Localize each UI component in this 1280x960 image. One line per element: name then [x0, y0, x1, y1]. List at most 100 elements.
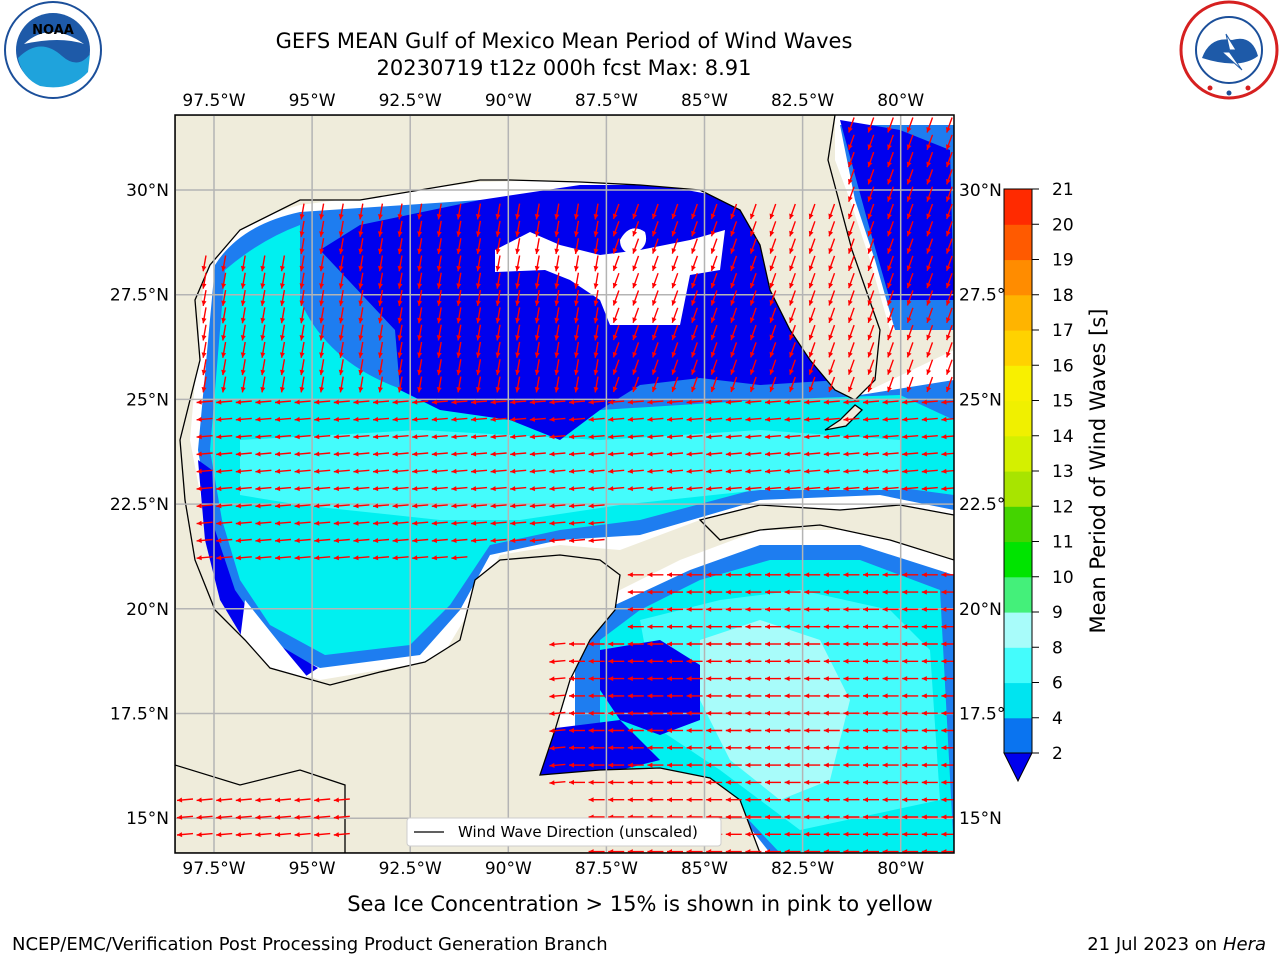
- wind-wave-arrowhead: [647, 710, 653, 716]
- wind-wave-arrowhead: [745, 399, 751, 405]
- wind-wave-arrowhead: [436, 352, 442, 358]
- lat-tick-label-left: 25°N: [126, 390, 169, 410]
- wind-wave-arrowhead: [510, 520, 516, 526]
- wind-wave-arrowhead: [235, 797, 241, 803]
- wind-wave-arrowhead: [789, 317, 794, 323]
- wind-wave-arrowhead: [588, 710, 594, 716]
- wind-wave-arrowhead: [706, 762, 712, 768]
- map-panel: Wind Wave Direction (unscaled): [174, 114, 955, 854]
- wind-wave-arrowhead: [867, 300, 873, 306]
- wind-wave-arrowhead: [765, 814, 770, 820]
- wind-wave-arrowhead: [201, 317, 207, 324]
- colorbar-cell: [1004, 576, 1032, 613]
- wind-wave-arrowhead: [412, 434, 418, 440]
- wind-wave-arrowhead: [902, 831, 908, 837]
- wind-wave-arrowhead: [882, 728, 888, 733]
- wind-wave-arrowhead: [299, 317, 305, 324]
- wind-wave-arrowhead: [515, 317, 521, 324]
- wind-wave-arrowhead: [652, 282, 657, 289]
- wind-wave-arrowhead: [730, 213, 736, 219]
- wind-wave-arrowhead: [294, 416, 300, 422]
- colorbar-tick-label: 15: [1052, 392, 1074, 412]
- wind-wave-arrowhead: [710, 282, 716, 289]
- wind-wave-arrowhead: [358, 369, 364, 376]
- wind-wave-arrowhead: [534, 283, 540, 289]
- wind-wave-arrowhead: [627, 728, 633, 733]
- lat-tick-label-right: 20°N: [959, 600, 1002, 620]
- wind-wave-arrowhead: [221, 369, 227, 376]
- wind-wave-arrowhead: [667, 728, 672, 733]
- wind-wave-arrowhead: [921, 745, 927, 751]
- colorbar-cell: [1004, 224, 1032, 261]
- wind-wave-arrowhead: [946, 213, 951, 219]
- wind-wave-arrowhead: [745, 416, 751, 422]
- wind-wave-arrowhead: [784, 416, 790, 422]
- wind-wave-arrowhead: [588, 641, 594, 647]
- wind-wave-arrowhead: [397, 335, 403, 341]
- wind-wave-arrowhead: [843, 676, 849, 682]
- wind-wave-arrowhead: [921, 831, 927, 837]
- wind-wave-arrowhead: [863, 797, 868, 803]
- wind-wave-arrowhead: [588, 676, 594, 682]
- colorbar-ticks: 2 4 6 8 9 10 11 12 13 14 15 16 17 18 19 20 21: [1032, 180, 1074, 764]
- wind-wave-arrowhead: [294, 797, 300, 803]
- wind-wave-arrowhead: [828, 369, 834, 375]
- wind-wave-arrowhead: [314, 451, 320, 457]
- wind-wave-arrowhead: [765, 849, 770, 853]
- wind-wave-arrowhead: [358, 283, 364, 289]
- wind-wave-arrowhead: [280, 283, 285, 289]
- wind-wave-arrowhead: [235, 486, 241, 492]
- colorbar-cell: [1004, 435, 1032, 472]
- wind-wave-arrowhead: [667, 434, 673, 440]
- wind-wave-arrowhead: [671, 369, 677, 375]
- wind-wave-arrowhead: [706, 710, 712, 716]
- wind-wave-arrowhead: [612, 265, 618, 271]
- wind-wave-arrowhead: [710, 369, 716, 375]
- wind-wave-arrowhead: [804, 572, 810, 578]
- wind-wave-arrowhead: [358, 335, 364, 341]
- wind-wave-arrowhead: [490, 434, 496, 440]
- wind-wave-arrowhead: [436, 283, 442, 289]
- wind-wave-arrowhead: [333, 486, 339, 492]
- land-north-america: [175, 115, 881, 853]
- wind-wave-arrowhead: [588, 745, 594, 751]
- wind-wave-arrowhead: [314, 468, 320, 474]
- wind-wave-arrowhead: [652, 230, 657, 237]
- wind-wave-arrowhead: [828, 334, 834, 341]
- wind-wave-arrowhead: [946, 282, 951, 289]
- wind-wave-arrowhead: [471, 538, 477, 543]
- wind-wave-arrowhead: [314, 416, 320, 422]
- wind-wave-arrowhead: [417, 248, 423, 254]
- wind-wave-arrowhead: [235, 538, 241, 543]
- wind-wave-arrowhead: [476, 248, 481, 254]
- wind-wave-arrowhead: [608, 434, 614, 440]
- wind-wave-arrowhead: [784, 693, 790, 699]
- lat-tick-label-left: 20°N: [126, 600, 169, 620]
- wind-wave-arrowhead: [745, 745, 751, 751]
- wind-wave-arrowhead: [765, 606, 770, 612]
- wind-wave-arrowhead: [490, 451, 496, 457]
- wind-wave-arrowhead: [319, 265, 325, 272]
- wind-wave-arrowhead: [515, 387, 521, 393]
- wind-wave-arrowhead: [412, 416, 418, 422]
- wind-wave-arrowhead: [882, 434, 888, 440]
- wind-wave-arrowhead: [569, 503, 575, 509]
- wind-wave-arrowhead: [627, 849, 633, 853]
- wind-wave-arrowhead: [823, 779, 829, 785]
- wind-wave-arrowhead: [686, 797, 692, 803]
- wind-wave-arrowhead: [828, 213, 834, 219]
- wind-wave-arrowhead: [882, 710, 888, 716]
- wind-wave-arrowhead: [358, 265, 364, 272]
- wind-wave-arrowhead: [221, 387, 227, 393]
- colorbar-cells: [1004, 189, 1032, 754]
- wind-wave-arrowhead: [789, 265, 794, 271]
- wind-wave-arrowhead: [280, 352, 285, 358]
- wind-wave-arrowhead: [177, 797, 183, 803]
- lon-tick-label-bottom: 90°W: [485, 859, 532, 879]
- wind-wave-arrowhead: [534, 300, 540, 306]
- wind-wave-arrowhead: [848, 386, 853, 392]
- wind-wave-arrowhead: [353, 416, 359, 422]
- wind-wave-arrowhead: [436, 214, 442, 220]
- wind-wave-arrowhead: [275, 468, 281, 474]
- wind-wave-arrowhead: [471, 434, 477, 440]
